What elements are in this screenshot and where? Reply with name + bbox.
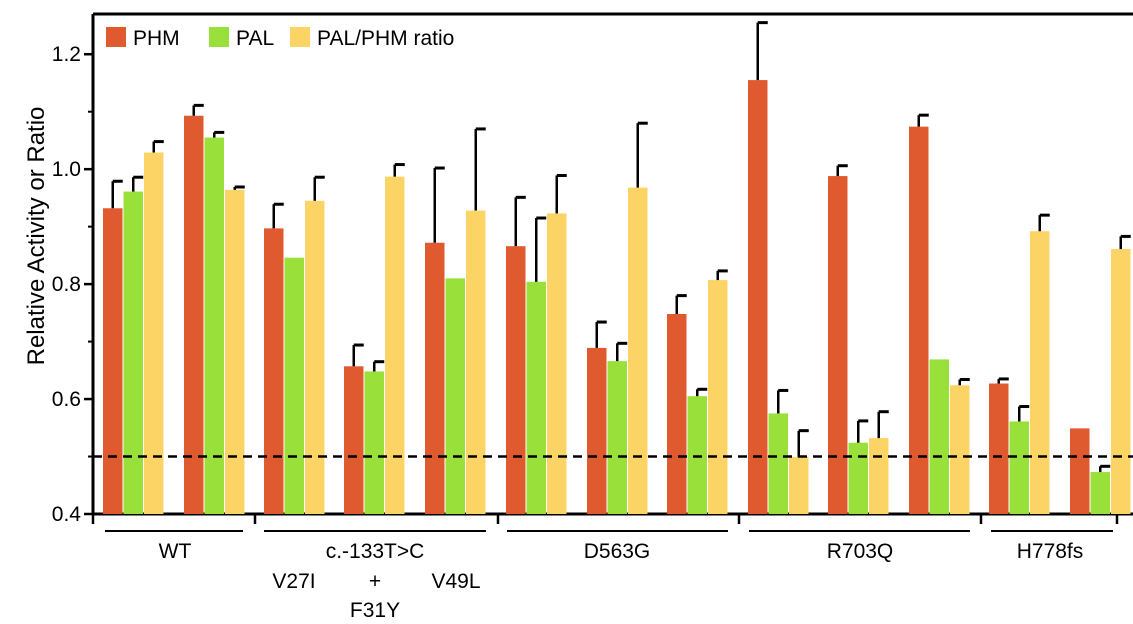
bar-pal-phm-ratio-10 bbox=[869, 438, 889, 514]
bar-pal-1 bbox=[123, 191, 143, 514]
bar-phm-3 bbox=[264, 228, 284, 515]
bars-layer bbox=[103, 80, 1131, 515]
legend-entry: PHM bbox=[133, 27, 180, 50]
group-label: R703Q bbox=[827, 540, 894, 563]
bar-pal-3 bbox=[284, 257, 304, 514]
bar-phm-7 bbox=[587, 347, 607, 514]
group-label: c.-133T>C bbox=[326, 540, 425, 563]
error-bars-layer bbox=[93, 21, 1133, 473]
bar-pal-12 bbox=[1009, 421, 1029, 514]
sub-label-v49l: V49L bbox=[431, 570, 480, 593]
bar-pal-7 bbox=[607, 361, 627, 514]
bar-pal-8 bbox=[687, 396, 707, 514]
bar-phm-1 bbox=[103, 208, 123, 514]
y-tick-label: 0.6 bbox=[52, 388, 81, 411]
bar-pal-phm-ratio-9 bbox=[789, 457, 809, 514]
y-tick-label: 0.8 bbox=[52, 273, 81, 296]
bar-pal-phm-ratio-8 bbox=[708, 280, 728, 514]
y-axis: 0.4 0.6 0.8 1.0 1.2 bbox=[52, 43, 93, 526]
bar-phm-12 bbox=[989, 383, 1009, 514]
bar-phm-13 bbox=[1070, 428, 1090, 514]
bar-pal-13 bbox=[1090, 472, 1110, 514]
legend-entry: PAL bbox=[236, 27, 274, 50]
bar-pal-phm-ratio-1 bbox=[144, 152, 164, 515]
y-axis-title: Relative Activity or Ratio bbox=[23, 107, 50, 366]
bar-pal-phm-ratio-5 bbox=[466, 210, 486, 514]
legend-swatch bbox=[106, 27, 126, 47]
bar-phm-5 bbox=[425, 242, 445, 514]
bar-pal-phm-ratio-13 bbox=[1111, 249, 1131, 514]
legend: PHM PAL PAL/PHM ratio bbox=[106, 27, 454, 50]
bar-pal-phm-ratio-7 bbox=[628, 187, 648, 514]
sub-label-v27i: V27I bbox=[272, 570, 315, 593]
bar-phm-2 bbox=[184, 115, 204, 515]
bar-pal-phm-ratio-6 bbox=[547, 213, 567, 514]
bar-pal-phm-ratio-11 bbox=[950, 385, 970, 514]
y-tick-label: 0.4 bbox=[52, 503, 82, 526]
x-axis: WT c.-133T>C D563G R703Q H778fs V27I + V49L F31Y bbox=[91, 514, 1119, 622]
bar-pal-phm-ratio-2 bbox=[225, 189, 245, 515]
bar-phm-10 bbox=[828, 176, 848, 514]
bar-pal-5 bbox=[445, 278, 465, 514]
group-label: H778fs bbox=[1017, 540, 1084, 563]
bar-pal-2 bbox=[204, 137, 224, 514]
bar-pal-4 bbox=[364, 371, 384, 514]
bar-phm-9 bbox=[748, 80, 768, 515]
y-tick-label: 1.2 bbox=[52, 43, 81, 66]
legend-entry: PAL/PHM ratio bbox=[317, 27, 454, 50]
group-label: D563G bbox=[584, 540, 651, 563]
legend-swatch bbox=[290, 27, 310, 47]
bar-pal-10 bbox=[848, 442, 868, 514]
bar-pal-phm-ratio-12 bbox=[1030, 231, 1050, 514]
bar-phm-11 bbox=[909, 126, 929, 514]
bar-pal-11 bbox=[929, 359, 949, 514]
bar-pal-6 bbox=[526, 281, 546, 514]
bar-pal-9 bbox=[768, 413, 788, 514]
bar-pal-phm-ratio-3 bbox=[305, 200, 325, 514]
bar-phm-4 bbox=[344, 366, 364, 514]
bar-phm-6 bbox=[506, 246, 526, 515]
bar-pal-phm-ratio-4 bbox=[385, 176, 405, 514]
bar-phm-8 bbox=[667, 314, 687, 514]
sub-label-f31y: F31Y bbox=[350, 599, 400, 622]
sub-label-plus: + bbox=[369, 570, 381, 593]
group-label: WT bbox=[159, 540, 192, 563]
legend-swatch bbox=[209, 27, 229, 47]
y-tick-label: 1.0 bbox=[52, 158, 81, 181]
